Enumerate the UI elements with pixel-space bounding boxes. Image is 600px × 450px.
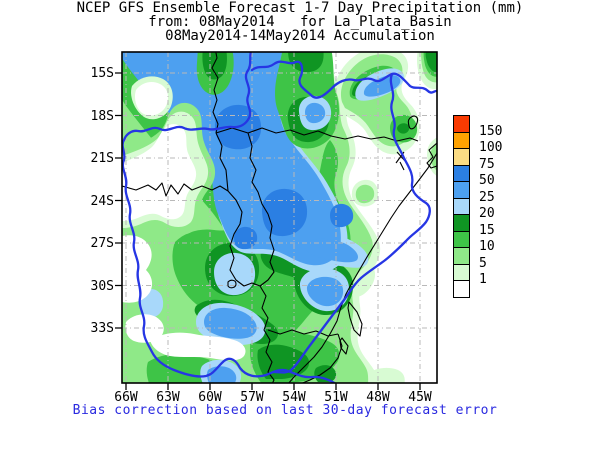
map-frame bbox=[115, 51, 438, 390]
legend-swatch bbox=[453, 280, 470, 298]
x-tick-label: 45W bbox=[408, 390, 432, 405]
basin-east-rim bbox=[272, 72, 431, 374]
x-tick-label: 57W bbox=[240, 390, 264, 405]
title-line-2: from: 08May2014 for La_Plata_Basin bbox=[148, 14, 452, 30]
legend-colorbar: 150 100 75 50 25 20 15 10 5 1 bbox=[453, 115, 533, 298]
y-tick-label: 15S bbox=[90, 66, 114, 81]
legend-value-label: 50 bbox=[479, 173, 495, 188]
legend-value-label: 25 bbox=[479, 189, 495, 205]
legend-value-label: 100 bbox=[479, 140, 503, 155]
legend-swatch bbox=[453, 214, 470, 232]
legend-value-label: 15 bbox=[479, 222, 495, 238]
basin-west-river bbox=[122, 52, 337, 383]
legend-swatch bbox=[453, 115, 470, 133]
legend-swatch bbox=[453, 181, 470, 199]
legend-swatch bbox=[453, 230, 470, 248]
dry-area-rings bbox=[122, 76, 246, 361]
legend-swatch bbox=[453, 197, 470, 215]
precip-green-columns bbox=[196, 52, 339, 149]
basin-north-rim bbox=[250, 60, 437, 99]
legend-swatch bbox=[453, 247, 470, 265]
bias-caption: Bias correction based on last 30-day for… bbox=[72, 403, 498, 418]
y-tick-label: 21S bbox=[90, 151, 114, 166]
legend-value-label: 10 bbox=[479, 239, 495, 254]
country-borders bbox=[122, 52, 437, 383]
y-tick-label: 24S bbox=[90, 193, 114, 209]
x-tick-label: 48W bbox=[366, 390, 390, 405]
legend-value-label: 75 bbox=[479, 156, 495, 172]
legend-value-label: 150 bbox=[479, 123, 503, 139]
legend-value-label: 1 bbox=[479, 272, 487, 287]
x-tick-label: 63W bbox=[156, 390, 180, 405]
x-tick-label: 54W bbox=[282, 390, 306, 405]
legend-value-label: 20 bbox=[479, 206, 495, 221]
basin-outline bbox=[122, 52, 437, 383]
y-tick-label: 18S bbox=[90, 108, 114, 124]
y-tick-label: 27S bbox=[90, 236, 114, 251]
y-tick-label: 30S bbox=[90, 278, 114, 294]
gridlines bbox=[122, 52, 437, 383]
title-line-3: 08May2014-14May2014 Accumulation bbox=[165, 28, 435, 44]
title-line-1: NCEP GFS Ensemble Forecast 1-7 Day Preci… bbox=[76, 0, 524, 16]
legend-swatch bbox=[453, 164, 470, 182]
legend-swatch bbox=[453, 131, 470, 149]
y-tick-label: 33S bbox=[90, 321, 114, 336]
x-tick-label: 66W bbox=[114, 390, 138, 405]
x-tick-label: 60W bbox=[198, 390, 222, 405]
precip-pockets bbox=[139, 68, 405, 383]
legend-value-label: 5 bbox=[479, 255, 487, 271]
legend-swatch bbox=[453, 148, 470, 166]
figure-title: NCEP GFS Ensemble Forecast 1-7 Day Preci… bbox=[0, 1, 600, 43]
legend-swatch bbox=[453, 263, 470, 281]
x-tick-label: 51W bbox=[324, 390, 348, 405]
